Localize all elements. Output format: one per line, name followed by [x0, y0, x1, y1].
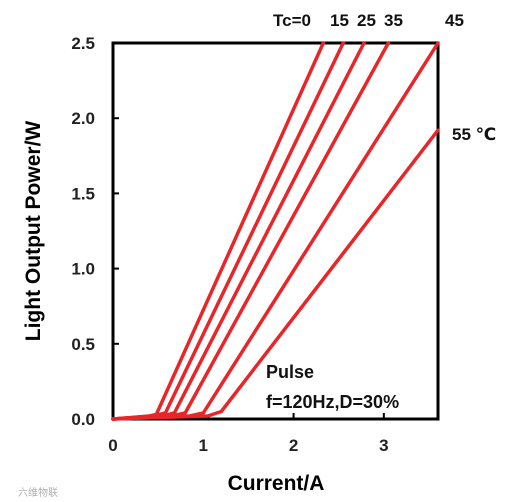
series-line-35	[111, 41, 391, 421]
x-tick-label: 1	[199, 436, 208, 455]
y-tick-label: 1.0	[71, 260, 95, 279]
series-label-55: 55 ℃	[452, 125, 496, 144]
x-tick-label: 3	[379, 436, 388, 455]
y-tick-label: 0.5	[71, 335, 95, 354]
annotation-frequency: f=120Hz,D=30%	[266, 392, 399, 412]
series-line-55	[111, 128, 440, 421]
series-label-25: 25	[357, 11, 376, 30]
y-tick-label: 2.5	[71, 34, 95, 53]
y-tick-label: 1.5	[71, 184, 95, 203]
series-label-0: Tc=0	[273, 11, 311, 30]
y-tick-label: 0.0	[71, 410, 95, 429]
x-tick-label: 2	[289, 436, 298, 455]
watermark: 六维物联	[18, 486, 58, 499]
y-axis-label: Light Output Power/W	[22, 121, 45, 342]
y-tick-label: 2.0	[71, 109, 95, 128]
x-axis-label: Current/A	[228, 472, 325, 495]
series-label-15: 15	[330, 11, 349, 30]
plot-frame	[111, 41, 440, 421]
x-tick-label: 0	[108, 436, 117, 455]
series-label-35: 35	[384, 11, 403, 30]
annotation-pulse: Pulse	[266, 362, 314, 382]
series-label-45: 45	[445, 11, 464, 30]
